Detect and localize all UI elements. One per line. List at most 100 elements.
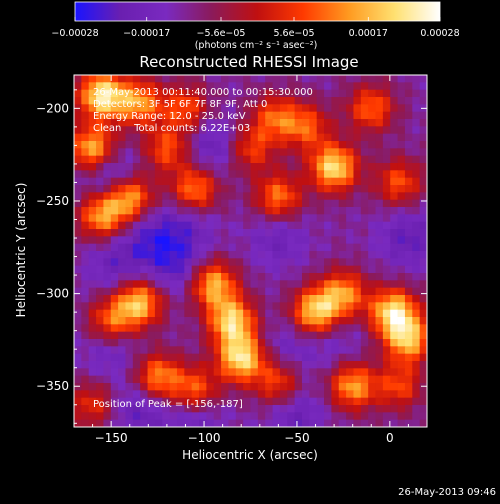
heatmap-cell [287, 375, 296, 384]
heatmap-cell [346, 339, 354, 347]
heatmap-cell [331, 397, 340, 406]
heatmap-cell [287, 141, 296, 149]
heatmap-cell [368, 141, 376, 149]
heatmap-cell [243, 126, 251, 135]
heatmap-cell [382, 89, 391, 98]
heatmap-cell [346, 324, 354, 333]
heatmap-cell [390, 251, 398, 259]
heatmap-cell [346, 177, 354, 186]
heatmap-cell [191, 346, 200, 355]
heatmap-cell [88, 265, 97, 274]
heatmap-cell [184, 405, 193, 413]
heatmap-cell [412, 243, 421, 252]
heatmap-cell [213, 163, 222, 171]
heatmap-cell [397, 309, 406, 318]
heatmap-cell [257, 375, 266, 384]
heatmap-cell [110, 295, 119, 303]
heatmap-cell [353, 397, 362, 406]
heatmap-cell [191, 111, 200, 120]
heatmap-cell [390, 126, 398, 135]
heatmap-cell [243, 214, 251, 223]
heatmap-cell [235, 419, 244, 428]
heatmap-cell [279, 111, 288, 120]
heatmap-cell [96, 397, 104, 406]
heatmap-cell [154, 192, 163, 201]
heatmap-cell [316, 155, 325, 164]
heatmap-cell [279, 148, 288, 157]
heatmap-cell [390, 89, 398, 98]
heatmap-cell [125, 243, 134, 252]
heatmap-cell [360, 236, 369, 245]
heatmap-cell [154, 280, 163, 289]
heatmap-cell [221, 273, 229, 281]
heatmap-cell [228, 207, 237, 215]
heatmap-cell [397, 89, 406, 98]
heatmap-cell [132, 82, 141, 91]
heatmap-cell [272, 119, 281, 127]
heatmap-cell [346, 309, 354, 318]
heatmap-cell [88, 155, 97, 164]
heatmap-cell [147, 133, 156, 142]
heatmap-cell [346, 221, 354, 230]
heatmap-cell [360, 229, 369, 237]
x-tick-label: −100 [188, 431, 221, 445]
heatmap-cell [331, 339, 340, 347]
heatmap-cell [404, 375, 413, 384]
heatmap-cell [228, 185, 237, 193]
heatmap-cell [154, 97, 163, 105]
heatmap-cell [176, 207, 185, 215]
heatmap-cell [346, 265, 354, 274]
heatmap-cell [272, 236, 281, 245]
heatmap-cell [397, 383, 406, 391]
heatmap-cell [250, 390, 259, 399]
heatmap-cell [346, 368, 354, 377]
heatmap-cell [206, 89, 215, 98]
heatmap-cell [360, 302, 369, 311]
heatmap-cell [81, 133, 90, 142]
heatmap-cell [191, 221, 200, 230]
heatmap-cell [81, 207, 90, 215]
heatmap-cell [272, 111, 281, 120]
heatmap-cell [132, 111, 141, 120]
heatmap-cell [390, 111, 398, 120]
heatmap-cell [279, 82, 288, 91]
heatmap-cell [316, 97, 325, 105]
heatmap-cell [360, 368, 369, 377]
heatmap-cell [316, 82, 325, 91]
heatmap-cell [324, 405, 332, 413]
heatmap-cell [360, 141, 369, 149]
heatmap-cell [132, 163, 141, 171]
heatmap-cell [191, 412, 200, 421]
heatmap-cell [382, 339, 391, 347]
heatmap-cell [324, 368, 332, 377]
heatmap-cell [272, 104, 281, 113]
heatmap-cell [147, 353, 156, 362]
heatmap-cell [132, 273, 141, 281]
heatmap-cell [132, 199, 141, 208]
heatmap-cell [103, 346, 112, 355]
heatmap-cell [199, 280, 207, 289]
heatmap-cell [206, 199, 215, 208]
heatmap-cell [74, 295, 82, 303]
heatmap-cell [213, 97, 222, 105]
heatmap-cell [103, 170, 112, 179]
heatmap-cell [74, 265, 82, 274]
heatmap-cell [235, 119, 244, 127]
heatmap-cell [154, 199, 163, 208]
heatmap-cell [118, 104, 126, 113]
heatmap-cell [140, 324, 148, 333]
heatmap-cell [419, 339, 428, 347]
heatmap-cell [206, 309, 215, 318]
heatmap-cell [346, 75, 354, 83]
heatmap-cell [279, 141, 288, 149]
heatmap-cell [118, 141, 126, 149]
heatmap-cell [96, 419, 104, 428]
heatmap-cell [309, 419, 318, 428]
heatmap-cell [419, 302, 428, 311]
heatmap-cell [132, 258, 141, 267]
heatmap-cell [265, 419, 273, 428]
heatmap-cell [316, 273, 325, 281]
heatmap-cell [221, 163, 229, 171]
heatmap-cell [294, 361, 303, 369]
colorbar-tick-label: −0.00017 [123, 28, 170, 39]
